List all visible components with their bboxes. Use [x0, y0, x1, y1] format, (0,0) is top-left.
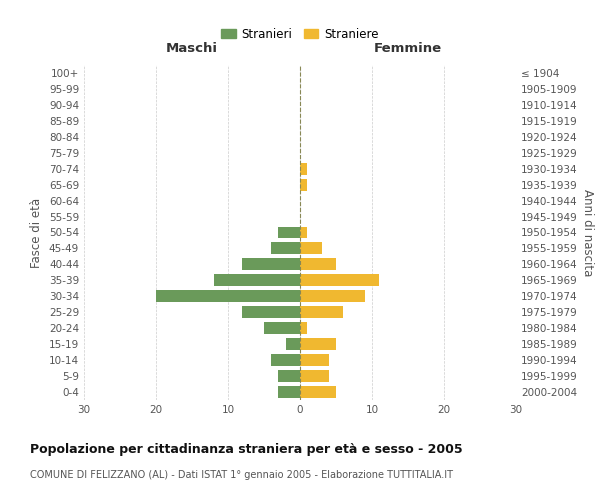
Y-axis label: Fasce di età: Fasce di età [31, 198, 43, 268]
Bar [300, 354, 329, 366]
Bar [286, 338, 300, 350]
Bar [300, 386, 336, 398]
Bar [300, 178, 307, 190]
Bar [300, 338, 336, 350]
Bar [300, 162, 307, 174]
Bar [214, 274, 300, 286]
Bar [242, 258, 300, 270]
Text: Femmine: Femmine [374, 42, 442, 56]
Bar [156, 290, 300, 302]
Bar [300, 274, 379, 286]
Text: Popolazione per cittadinanza straniera per età e sesso - 2005: Popolazione per cittadinanza straniera p… [30, 442, 463, 456]
Bar [300, 370, 329, 382]
Bar [300, 322, 307, 334]
Legend: Stranieri, Straniere: Stranieri, Straniere [218, 24, 382, 44]
Bar [271, 242, 300, 254]
Bar [271, 354, 300, 366]
Bar [278, 386, 300, 398]
Text: COMUNE DI FELIZZANO (AL) - Dati ISTAT 1° gennaio 2005 - Elaborazione TUTTITALIA.: COMUNE DI FELIZZANO (AL) - Dati ISTAT 1°… [30, 470, 453, 480]
Bar [300, 258, 336, 270]
Bar [278, 226, 300, 238]
Bar [300, 242, 322, 254]
Text: Maschi: Maschi [166, 42, 218, 56]
Bar [300, 306, 343, 318]
Bar [300, 290, 365, 302]
Bar [278, 370, 300, 382]
Y-axis label: Anni di nascita: Anni di nascita [581, 189, 594, 276]
Bar [300, 226, 307, 238]
Bar [264, 322, 300, 334]
Bar [242, 306, 300, 318]
